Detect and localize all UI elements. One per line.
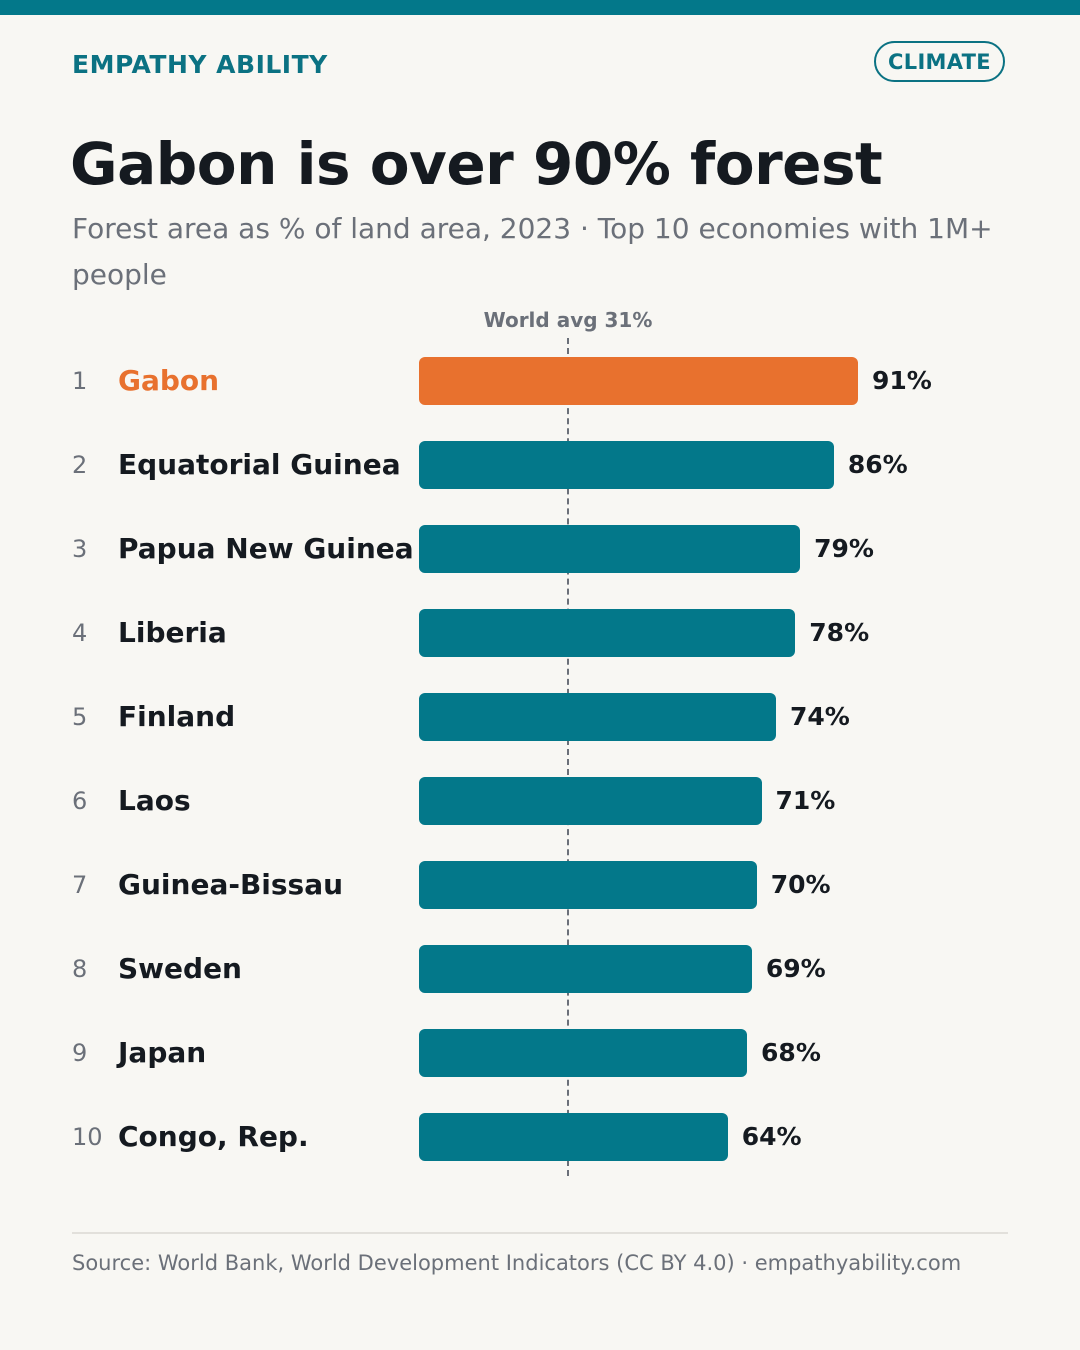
footer-divider xyxy=(72,1232,1008,1234)
bar-row: 2 Equatorial Guinea 86% xyxy=(0,440,1080,490)
value-label: 64% xyxy=(741,1122,802,1151)
category-label: Congo, Rep. xyxy=(118,1120,309,1153)
bar xyxy=(419,1113,728,1161)
category-label: Gabon xyxy=(118,364,220,397)
bar-highlight xyxy=(419,357,858,405)
rank-label: 2 xyxy=(72,451,88,479)
value-label: 86% xyxy=(847,450,908,479)
category-tag: CLIMATE xyxy=(874,41,1005,82)
value-label: 70% xyxy=(770,870,831,899)
bar-row: 6 Laos 71% xyxy=(0,776,1080,826)
bar xyxy=(419,777,762,825)
bar-row: 3 Papua New Guinea 79% xyxy=(0,524,1080,574)
bar-row: 5 Finland 74% xyxy=(0,692,1080,742)
value-label: 71% xyxy=(775,786,836,815)
category-label: Papua New Guinea xyxy=(118,532,414,565)
value-label: 78% xyxy=(809,618,870,647)
top-accent-bar xyxy=(0,0,1080,15)
bar-row: 7 Guinea-Bissau 70% xyxy=(0,860,1080,910)
bar xyxy=(419,525,801,573)
bar xyxy=(419,441,834,489)
source-note: Source: World Bank, World Development In… xyxy=(72,1251,962,1275)
chart-subtitle: Forest area as % of land area, 2023 · To… xyxy=(72,212,993,291)
value-label: 91% xyxy=(872,366,932,395)
bar xyxy=(419,609,796,657)
rank-label: 1 xyxy=(72,367,88,395)
category-label: Sweden xyxy=(118,952,242,985)
value-label: 79% xyxy=(814,534,874,563)
bar xyxy=(419,861,757,909)
bar-row: 9 Japan 68% xyxy=(0,1028,1080,1078)
bar-row: 8 Sweden 69% xyxy=(0,944,1080,994)
category-label: Finland xyxy=(118,700,236,733)
category-label: Japan xyxy=(118,1036,207,1069)
rank-label: 5 xyxy=(72,703,88,731)
value-label: 69% xyxy=(765,954,826,983)
bar xyxy=(419,1029,748,1077)
rank-label: 10 xyxy=(72,1123,103,1151)
rank-label: 8 xyxy=(72,955,88,983)
brand-name: EMPATHY ABILITY xyxy=(72,50,328,79)
bar-row: 10 Congo, Rep. 64% xyxy=(0,1112,1080,1162)
rank-label: 7 xyxy=(72,871,88,899)
category-label: Liberia xyxy=(118,616,227,649)
category-label: Guinea-Bissau xyxy=(118,868,344,901)
bar xyxy=(419,945,752,993)
bar xyxy=(419,693,776,741)
rank-label: 9 xyxy=(72,1039,88,1067)
bar-row: 4 Liberia 78% xyxy=(0,608,1080,658)
chart-title: Gabon is over 90% forest xyxy=(70,130,883,198)
rank-label: 4 xyxy=(72,619,88,647)
reference-line xyxy=(567,338,569,1176)
category-label: Equatorial Guinea xyxy=(118,448,401,481)
bar-row: 1 Gabon 91% xyxy=(0,356,1080,406)
rank-label: 3 xyxy=(72,535,88,563)
value-label: 68% xyxy=(761,1038,821,1067)
rank-label: 6 xyxy=(72,787,88,815)
category-label: Laos xyxy=(118,784,191,817)
reference-line-label: World avg 31% xyxy=(483,308,653,332)
value-label: 74% xyxy=(789,702,850,731)
